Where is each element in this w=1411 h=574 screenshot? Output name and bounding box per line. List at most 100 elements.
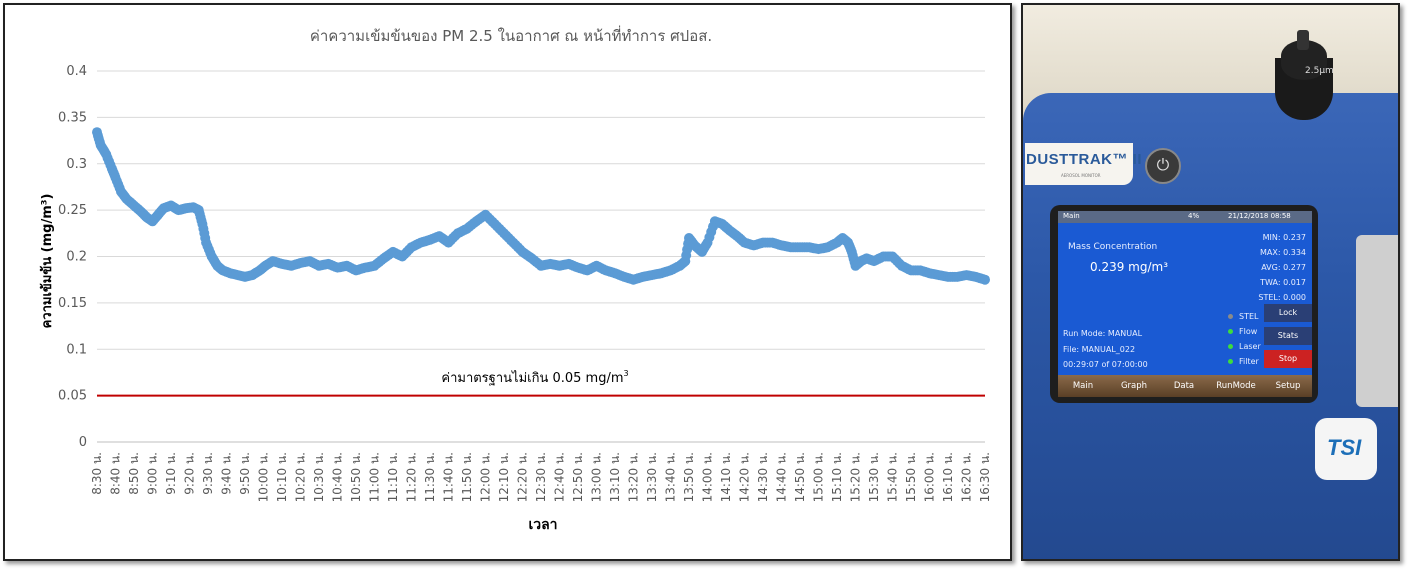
x-tick-label: 9:00 น. — [146, 452, 160, 495]
indicator-led — [1228, 359, 1233, 364]
inlet-nozzle — [1297, 30, 1309, 50]
y-tick-label: 0.1 — [66, 342, 87, 357]
standard-limit-label-superscript: 3 — [624, 369, 629, 378]
x-tick-label: 14:10 น. — [719, 452, 733, 502]
x-tick-label: 11:50 น. — [460, 452, 474, 502]
mass-concentration-value: 0.239 mg/m³ — [1090, 260, 1169, 274]
elapsed-time: 00:29:07 of 07:00:00 — [1063, 360, 1148, 369]
stat-max: MAX: 0.334 — [1260, 248, 1306, 257]
x-tick-label: 15:20 น. — [849, 452, 863, 502]
device-photo: 2.5μm DUSTTRAK™ II AEROSOL MONITOR ⏻ Mai… — [1021, 3, 1400, 561]
indicator-led — [1228, 344, 1233, 349]
brand-subtitle: AEROSOL MONITOR — [1061, 173, 1101, 178]
x-tick-label: 10:20 น. — [294, 452, 308, 502]
y-tick-label: 0 — [79, 435, 87, 450]
y-tick-label: 0.05 — [58, 389, 87, 404]
x-tick-label: 10:10 น. — [275, 452, 289, 502]
nav-data[interactable]: Data — [1173, 381, 1195, 391]
data-point — [980, 274, 990, 285]
inlet-knob: 2.5μm — [1275, 30, 1335, 120]
indicator-led — [1228, 314, 1233, 319]
x-tick-label: 9:20 น. — [183, 452, 197, 495]
battery-level: 4% — [1188, 212, 1200, 220]
power-button[interactable]: ⏻ — [1145, 148, 1181, 184]
x-tick-label: 11:40 น. — [442, 452, 456, 502]
chart-panel: ค่าความเข้มข้นของ PM 2.5 ในอากาศ ณ หน้าท… — [3, 3, 1012, 561]
x-tick-label: 9:30 น. — [201, 452, 215, 495]
pm25-chart: ค่าความเข้มข้นของ PM 2.5 ในอากาศ ณ หน้าท… — [39, 25, 992, 533]
nav-setup[interactable]: Setup — [1275, 381, 1301, 391]
x-tick-label: 11:10 น. — [386, 452, 400, 502]
chart-title: ค่าความเข้มข้นของ PM 2.5 ในอากาศ ณ หน้าท… — [310, 25, 712, 45]
indicator-label: Laser — [1239, 342, 1261, 351]
x-tick-label: 12:00 น. — [479, 452, 493, 502]
indicator-label: Filter — [1239, 357, 1259, 366]
x-tick-label: 14:50 น. — [793, 452, 807, 502]
x-axis-label: เวลา — [528, 517, 557, 533]
run-mode: Run Mode: MANUAL — [1063, 329, 1143, 338]
x-tick-label: 15:10 น. — [830, 452, 844, 502]
indicator-label: STEL — [1239, 312, 1259, 321]
stat-stel: STEL: 0.000 — [1258, 293, 1306, 302]
side-plate — [1356, 235, 1398, 407]
stat-avg: AVG: 0.277 — [1261, 263, 1306, 272]
x-tick-label: 16:30 น. — [978, 452, 992, 502]
x-tick-label: 12:30 น. — [534, 452, 548, 502]
x-tick-label: 11:00 น. — [368, 452, 382, 502]
power-icon: ⏻ — [1156, 155, 1170, 174]
x-tick-label: 15:40 น. — [886, 452, 900, 502]
x-tick-label: 10:30 น. — [312, 452, 326, 502]
x-tick-label: 13:20 น. — [627, 452, 641, 502]
x-tick-label: 13:40 น. — [664, 452, 678, 502]
x-tick-label: 12:10 น. — [497, 452, 511, 502]
y-tick-label: 0.35 — [58, 110, 87, 125]
x-tick-label: 15:50 น. — [904, 452, 918, 502]
x-tick-label: 13:00 น. — [590, 452, 604, 502]
nav-main[interactable]: Main — [1072, 381, 1094, 391]
x-tick-label: 15:00 น. — [812, 452, 826, 502]
x-tick-label: 13:30 น. — [645, 452, 659, 502]
y-tick-label: 0.3 — [66, 157, 87, 172]
x-tick-label: 12:20 น. — [516, 452, 530, 502]
x-tick-label: 8:40 น. — [109, 452, 123, 495]
stop-button[interactable]: Stop — [1264, 350, 1312, 368]
indicator-label: Flow — [1239, 327, 1258, 336]
datetime: 21/12/2018 08:58 — [1228, 212, 1291, 220]
standard-limit-label-text: ค่ามาตรฐานไม่เกิน 0.05 mg/m — [441, 370, 623, 386]
x-tick-label: 14:30 น. — [756, 452, 770, 502]
screen-topbar: Main 4% 21/12/2018 08:58 — [1058, 211, 1312, 223]
nav-graph[interactable]: Graph — [1120, 381, 1148, 391]
x-tick-label: 16:10 น. — [941, 452, 955, 502]
x-tick-label: 10:40 น. — [331, 452, 345, 502]
x-tick-label: 15:30 น. — [867, 452, 881, 502]
x-tick-label: 8:50 น. — [127, 452, 141, 495]
x-axis-ticks: 8:30 น. 8:40 น. 8:50 น. 9:00 น. 9:10 น. 9:20 … — [90, 452, 992, 502]
x-tick-label: 16:20 น. — [960, 452, 974, 502]
brand-logo: DUSTTRAK™ II — [1026, 151, 1142, 168]
brand-plate — [1025, 143, 1133, 185]
x-tick-label: 14:40 น. — [775, 452, 789, 502]
nav-runmode[interactable]: RunMode — [1216, 381, 1256, 391]
x-tick-label: 8:30 น. — [90, 452, 104, 495]
x-tick-label: 13:10 น. — [608, 452, 622, 502]
lock-button[interactable]: Lock — [1264, 304, 1312, 322]
data-points — [92, 127, 990, 285]
x-tick-label: 14:20 น. — [738, 452, 752, 502]
x-tick-label: 11:30 น. — [423, 452, 437, 502]
y-axis-ticks: 0 0.05 0.1 0.15 0.2 0.25 0.3 0.35 0.4 — [58, 64, 87, 450]
screen-navbar: Main Graph Data RunMode Setup — [1058, 375, 1312, 397]
inlet-size-label: 2.5μm — [1305, 66, 1334, 76]
device-screen: Main 4% 21/12/2018 08:58 Mass Concentrat… — [1058, 211, 1312, 397]
x-tick-label: 13:50 น. — [682, 452, 696, 502]
indicator-led — [1228, 329, 1233, 334]
mass-concentration-label: Mass Concentration — [1068, 242, 1158, 252]
x-tick-label: 16:00 น. — [923, 452, 937, 502]
stats-button[interactable]: Stats — [1264, 327, 1312, 345]
x-tick-label: 9:40 น. — [220, 452, 234, 495]
y-tick-label: 0.2 — [66, 250, 87, 265]
tsi-logo: TSI — [1327, 435, 1362, 460]
x-tick-label: 10:50 น. — [349, 452, 363, 502]
tsi-logo-badge — [1315, 418, 1377, 480]
y-axis-label: ความเข้มข้น (mg/m³) — [39, 194, 55, 329]
stat-min: MIN: 0.237 — [1262, 233, 1306, 242]
